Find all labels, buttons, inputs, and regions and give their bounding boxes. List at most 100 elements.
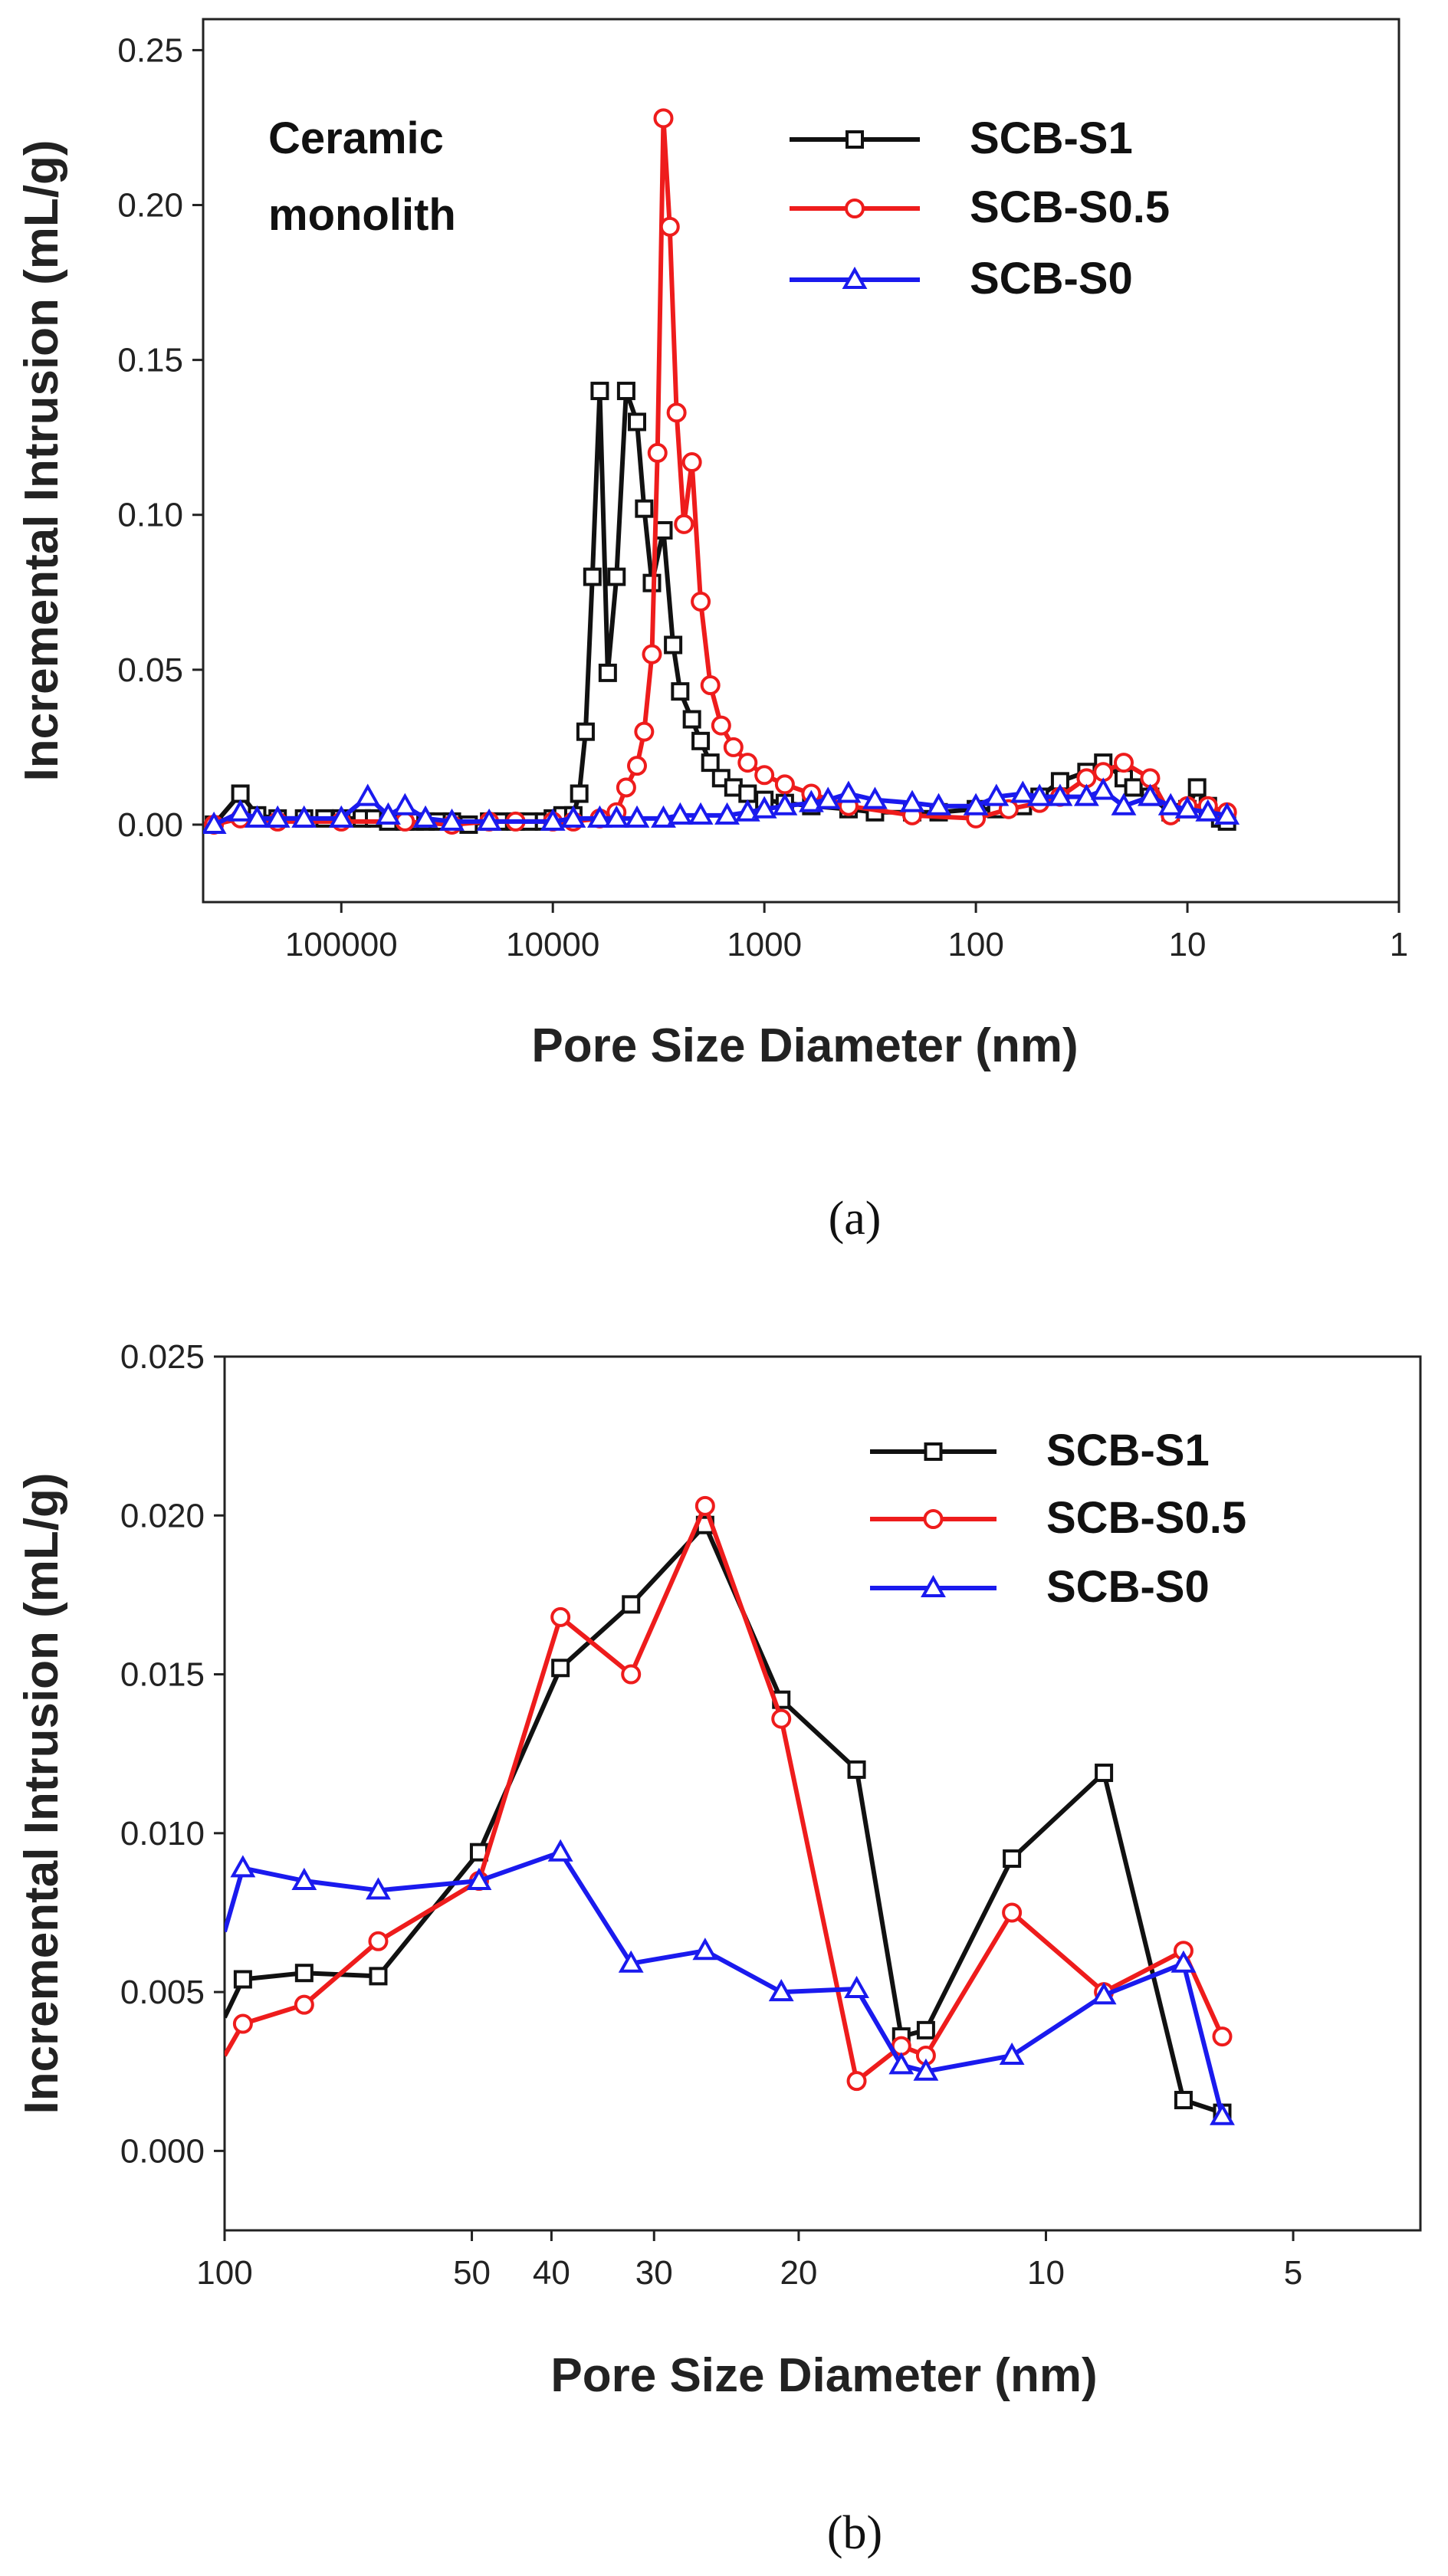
panel-label: (a) [829,1193,882,1245]
data-point [621,1664,642,1685]
data-point [616,777,636,798]
data-point [1214,802,1240,825]
data-point [551,1659,570,1678]
data-point [1138,783,1163,806]
data-point [723,737,744,757]
x-tick-label: 100 [196,2254,252,2292]
data-point [1111,792,1137,815]
data-point [369,1967,388,1986]
data-point [366,1877,391,1900]
x-tick-label: 10 [1027,2254,1065,2292]
data-point [846,2071,867,2092]
data-point [634,721,655,742]
legend-marker [845,199,865,218]
data-point [862,786,888,809]
x-tick-label: 1000 [727,926,802,963]
data-point [598,663,617,682]
y-axis-title: Incremental Intrusion (mL/g) [15,139,68,781]
data-point [651,805,676,828]
y-tick-label: 0.20 [117,187,183,225]
data-point [355,783,381,806]
data-point [1026,783,1052,806]
plot-frame [202,18,1400,904]
data-point [1091,1982,1117,2005]
data-point [231,784,250,803]
data-point [691,591,711,612]
data-point [622,1595,641,1614]
data-point [772,792,798,815]
x-tick-label: 100 [947,926,1003,963]
data-point [607,567,626,586]
data-point [635,499,654,518]
data-point [694,1495,715,1516]
y-tick-label: 0.15 [117,342,183,379]
legend-entry: SCB-S0.5 [970,182,1170,232]
data-point [711,715,731,736]
legend-marker [842,266,868,289]
x-axis-title: Pore Size Diameter (nm) [531,1019,1078,1072]
data-point [983,783,1010,806]
data-point [700,675,721,696]
legend-marker [921,1574,946,1597]
x-tick-label: 5 [1284,2254,1302,2292]
data-point [774,774,795,795]
y-tick-label: 0.010 [120,1815,205,1852]
legend-entry: SCB-S0.5 [1046,1493,1246,1543]
data-point [570,784,589,803]
x-tick-label: 30 [635,2254,673,2292]
data-point [1010,780,1036,803]
data-point [294,1994,314,2015]
data-point [294,1964,314,1983]
data-point [392,792,418,815]
y-tick-label: 0.025 [120,1338,205,1376]
data-point [628,412,647,432]
series-group [225,1495,1235,2125]
x-tick-label: 40 [533,2254,570,2292]
data-point [1073,783,1099,806]
y-tick-label: 0.020 [120,1497,205,1534]
data-point [412,805,438,828]
data-point [590,382,609,401]
data-point [1210,2102,1235,2125]
data-point [1157,792,1184,815]
x-tick-label: 50 [453,2254,491,2292]
data-point [913,2058,939,2081]
data-point [653,108,674,129]
data-point [1212,2026,1233,2047]
series-line-1 [225,1522,1223,2115]
data-point [547,1839,573,1862]
x-tick-label: 100000 [285,926,398,963]
data-point [264,805,291,828]
data-point [664,635,683,655]
data-point [647,442,668,463]
data-point [576,722,595,741]
series-line-1 [212,389,1228,827]
data-point [815,786,841,809]
legend-entry: SCB-S0 [1046,1562,1210,1612]
data-point [1124,778,1143,797]
data-point [560,805,586,828]
data-point [245,805,270,828]
data-point [926,792,951,815]
data-point [328,805,354,828]
data-point [671,682,690,701]
data-point [291,1867,317,1890]
data-point [291,805,317,828]
y-tick-label: 0.005 [120,1974,205,2011]
y-tick-label: 0.000 [120,2132,205,2170]
y-tick-label: 0.00 [117,806,183,844]
data-point [754,765,775,786]
data-point [714,802,740,825]
data-point [1187,778,1207,797]
data-point [692,1938,718,1961]
data-point [642,644,662,665]
data-point [674,514,694,534]
data-point [768,1979,794,2002]
data-point [586,805,612,828]
data-point [466,1867,492,1890]
data-point [751,796,777,819]
data-point [659,216,680,237]
series-line-2 [225,1503,1225,2084]
data-point [844,1975,869,1998]
